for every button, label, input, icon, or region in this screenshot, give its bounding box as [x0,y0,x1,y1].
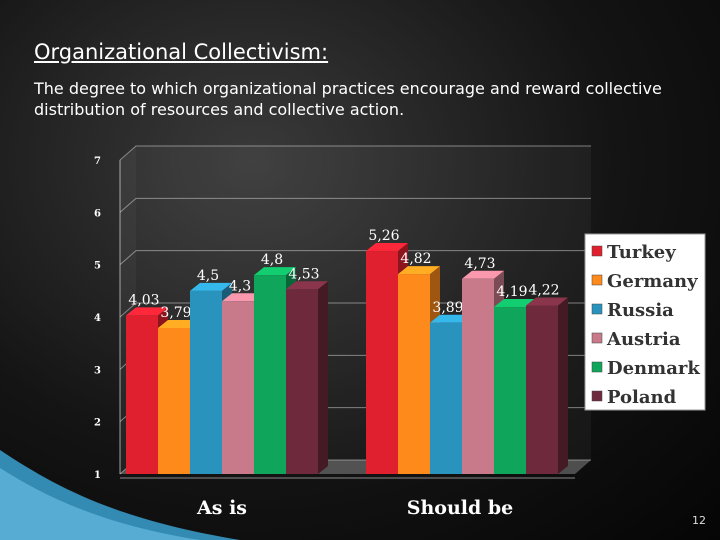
bar-side [558,297,568,474]
data-label: 4,22 [528,282,559,298]
legend-swatch [591,274,603,286]
y-tick-label: 4 [94,313,101,324]
bar [158,327,190,474]
bar-top [222,293,264,302]
bar-top [190,282,232,291]
legend-swatch [591,245,603,257]
data-label: 4,3 [229,278,251,294]
y-tick-label: 5 [94,261,101,272]
slide-title: Organizational Collectivism: [34,40,329,64]
bar [398,274,430,474]
bar [254,275,286,474]
legend-label: Austria [606,329,681,350]
data-label: 3,89 [432,300,463,316]
slide-subtitle: The degree to which organizational pract… [34,79,662,119]
gridline [119,145,591,161]
bar-top [494,299,536,308]
legend-label: Germany [607,271,698,292]
y-tick-label: 6 [94,208,101,219]
data-label: 5,26 [368,228,399,244]
x-category-label: Should be [407,497,514,519]
bar [126,315,158,474]
bar [462,278,494,474]
x-category-label: As is [196,497,247,519]
legend-box [584,233,706,411]
bar-top [430,314,472,323]
data-label: 4,73 [464,256,495,272]
legend-swatch [591,303,603,315]
bar [526,305,558,474]
legend-label: Denmark [607,358,700,379]
bar-top [366,243,408,252]
legend-swatch [591,332,603,344]
y-tick-label: 7 [94,156,101,167]
data-label: 4,19 [496,284,527,300]
bar-top [462,270,504,279]
y-tick-label: 2 [94,418,101,429]
bar [190,290,222,474]
page-number: 12 [692,514,706,527]
legend-swatch [591,390,603,402]
legend-swatch [591,361,603,373]
data-label: 3,79 [160,305,191,321]
y-tick-label: 3 [94,365,101,376]
legend-label: Turkey [607,242,676,263]
data-label: 4,8 [261,252,283,268]
gridline [119,197,591,213]
bar [222,301,254,474]
bar [430,322,462,474]
data-label: 4,53 [288,266,319,282]
bar [494,307,526,474]
data-label: 4,82 [400,251,431,267]
bar-side [318,281,328,474]
data-label: 4,5 [197,268,219,284]
bar-top [158,319,200,328]
legend-label: Russia [607,300,674,321]
corner-swoosh-decoration [0,450,240,540]
bar-top [526,297,568,306]
bar [366,251,398,474]
bar-top [126,307,168,316]
gridline [119,250,591,266]
bar-top [398,266,440,275]
data-label: 4,03 [128,292,159,308]
bar [286,289,318,474]
y-tick-label: 1 [94,470,101,481]
bar-top [254,267,296,276]
legend-label: Poland [607,387,677,408]
bar-top [286,281,328,290]
